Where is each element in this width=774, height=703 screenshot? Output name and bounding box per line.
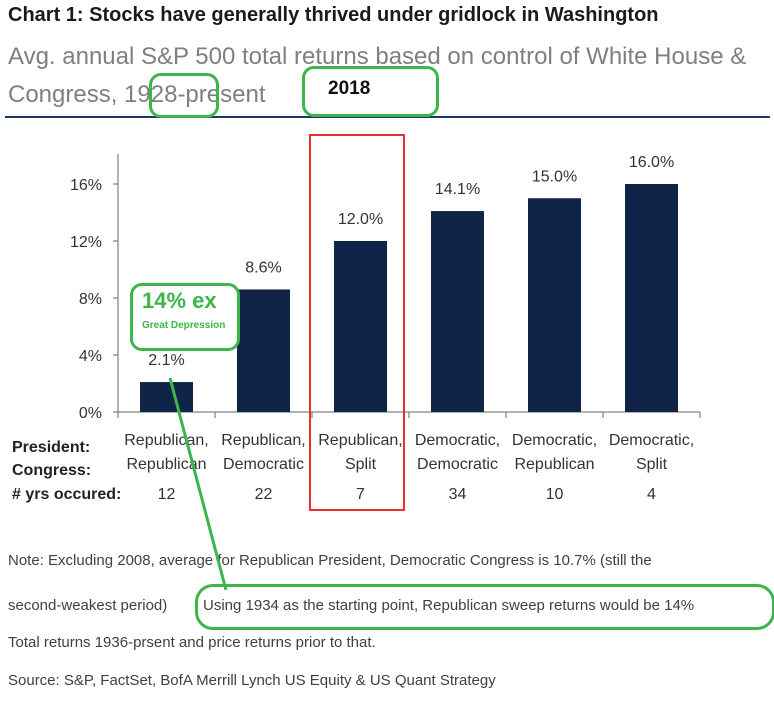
annotation-note-highlight [195, 584, 774, 630]
category-congress-label: Democratic [417, 456, 498, 473]
annotation-2018-text: 2018 [328, 78, 371, 99]
source-line: Source: S&P, FactSet, BofA Merrill Lynch… [8, 672, 496, 689]
y-tick-label: 16% [70, 177, 102, 194]
years-count-label: 4 [647, 486, 656, 503]
annotation-ex-depression-label: Great Depression [142, 320, 226, 331]
category-president-label: Republican, [318, 432, 403, 449]
header-divider [5, 116, 770, 118]
bar [431, 211, 484, 412]
y-tick-label: 8% [79, 291, 102, 308]
bar-value-label: 2.1% [148, 352, 184, 369]
note-line-2b: Using 1934 as the starting point, Republ… [203, 597, 695, 614]
category-president-label: Democratic, [609, 432, 694, 449]
bar-value-label: 12.0% [338, 211, 383, 228]
highlight-box [309, 134, 405, 511]
bar-value-label: 14.1% [435, 181, 480, 198]
chart-subtitle: Avg. annual S&P 500 total returns based … [8, 43, 747, 108]
bar [625, 184, 678, 412]
bar [334, 241, 387, 412]
annotation-2018-box: 2018 [302, 66, 439, 117]
row-label: President: [12, 439, 90, 456]
annotation-ex-depression-box: 14% ex Great Depression [130, 283, 240, 351]
category-congress-label: Democratic [223, 456, 304, 473]
bar-chart: 0% 4% 8% 12% 16% 2.1% Republican, Republican 12 8… [12, 134, 701, 511]
category-congress-label: Split [345, 456, 377, 473]
bar [140, 382, 193, 412]
row-label: # yrs occured: [12, 486, 121, 503]
y-tick-label: 12% [70, 234, 102, 251]
y-tick-label: 0% [79, 405, 102, 422]
category-congress-label: Republican [126, 456, 206, 473]
category-president-label: Republican, [221, 432, 306, 449]
years-count-label: 10 [546, 486, 564, 503]
annotation-arrow-line [168, 377, 228, 591]
note-line-3: Total returns 1936-prsent and price retu… [8, 634, 376, 651]
category-congress-label: Republican [514, 456, 594, 473]
category-congress-label: Split [636, 456, 668, 473]
category-president-label: Democratic, [415, 432, 500, 449]
chart-title: Chart 1: Stocks have generally thrived u… [8, 4, 659, 26]
annotation-1928-circle [149, 73, 219, 118]
row-label: Congress: [12, 462, 91, 479]
y-tick-label: 4% [79, 348, 102, 365]
annotation-ex-depression-value: 14% ex [142, 288, 217, 313]
years-count-label: 22 [255, 486, 273, 503]
bar-value-label: 15.0% [532, 168, 577, 185]
note-line-1: Note: Excluding 2008, average for Republ… [8, 552, 652, 569]
bar [528, 198, 581, 412]
bar [237, 289, 290, 412]
years-count-label: 12 [158, 486, 176, 503]
years-count-label: 34 [449, 486, 467, 503]
years-count-label: 7 [356, 486, 365, 503]
note-line-2a: second-weakest period) [8, 597, 168, 614]
bar-value-label: 8.6% [245, 259, 281, 276]
category-president-label: Democratic, [512, 432, 597, 449]
bar-value-label: 16.0% [629, 154, 674, 171]
